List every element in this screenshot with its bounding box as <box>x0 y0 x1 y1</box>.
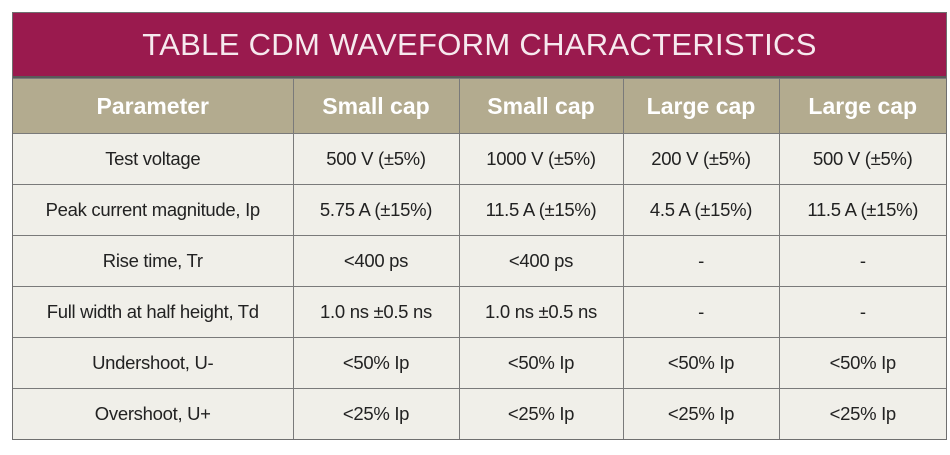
value-cell: 4.5 A (±15%) <box>622 184 780 236</box>
value-cell: <400 ps <box>292 235 460 287</box>
value-cell: <50% Ip <box>778 337 946 389</box>
value-cell: <50% Ip <box>458 337 624 389</box>
column-header: Large cap <box>778 78 946 134</box>
value-cell: <25% Ip <box>622 388 780 439</box>
parameter-cell: Overshoot, U+ <box>13 388 294 439</box>
value-cell: 200 V (±5%) <box>622 133 780 185</box>
column-header: Small cap <box>458 78 624 134</box>
value-cell: - <box>778 286 946 338</box>
parameter-cell: Peak current magnitude, Ip <box>13 184 294 236</box>
value-cell: <25% Ip <box>458 388 624 439</box>
table-row: Rise time, Tr <400 ps <400 ps - - <box>13 235 946 287</box>
table-title: TABLE CDM WAVEFORM CHARACTERISTICS <box>13 13 946 78</box>
table-row: Undershoot, U- <50% Ip <50% Ip <50% Ip <50% … <box>13 337 946 389</box>
value-cell: - <box>778 235 946 287</box>
table-row: Test voltage 500 V (±5%) 1000 V (±5%) 200 V… <box>13 133 946 185</box>
parameter-cell: Test voltage <box>13 133 294 185</box>
table-row: Peak current magnitude, Ip 5.75 A (±15%) 1… <box>13 184 946 236</box>
value-cell: <25% Ip <box>778 388 946 439</box>
header-row: Parameter Small cap Small cap Large cap Larg… <box>13 78 946 134</box>
column-header: Parameter <box>13 78 294 134</box>
value-cell: 1000 V (±5%) <box>458 133 624 185</box>
table-body: Test voltage 500 V (±5%) 1000 V (±5%) 200 V… <box>13 133 946 439</box>
value-cell: <25% Ip <box>292 388 460 439</box>
table-row: Full width at half height, Td 1.0 ns ±0.5… <box>13 286 946 338</box>
value-cell: - <box>622 235 780 287</box>
parameter-cell: Full width at half height, Td <box>13 286 294 338</box>
cdm-waveform-table: Parameter Small cap Small cap Large cap Larg… <box>13 78 946 439</box>
value-cell: 11.5 A (±15%) <box>458 184 624 236</box>
parameter-cell: Undershoot, U- <box>13 337 294 389</box>
cdm-waveform-table-container: TABLE CDM WAVEFORM CHARACTERISTICS Param… <box>12 12 947 440</box>
value-cell: <50% Ip <box>622 337 780 389</box>
value-cell: 5.75 A (±15%) <box>292 184 460 236</box>
table-row: Overshoot, U+ <25% Ip <25% Ip <25% Ip <25% I… <box>13 388 946 439</box>
value-cell: 11.5 A (±15%) <box>778 184 946 236</box>
column-header: Small cap <box>292 78 460 134</box>
value-cell: <400 ps <box>458 235 624 287</box>
value-cell: 500 V (±5%) <box>778 133 946 185</box>
parameter-cell: Rise time, Tr <box>13 235 294 287</box>
column-header: Large cap <box>622 78 780 134</box>
value-cell: 500 V (±5%) <box>292 133 460 185</box>
value-cell: <50% Ip <box>292 337 460 389</box>
value-cell: 1.0 ns ±0.5 ns <box>458 286 624 338</box>
value-cell: - <box>622 286 780 338</box>
value-cell: 1.0 ns ±0.5 ns <box>292 286 460 338</box>
